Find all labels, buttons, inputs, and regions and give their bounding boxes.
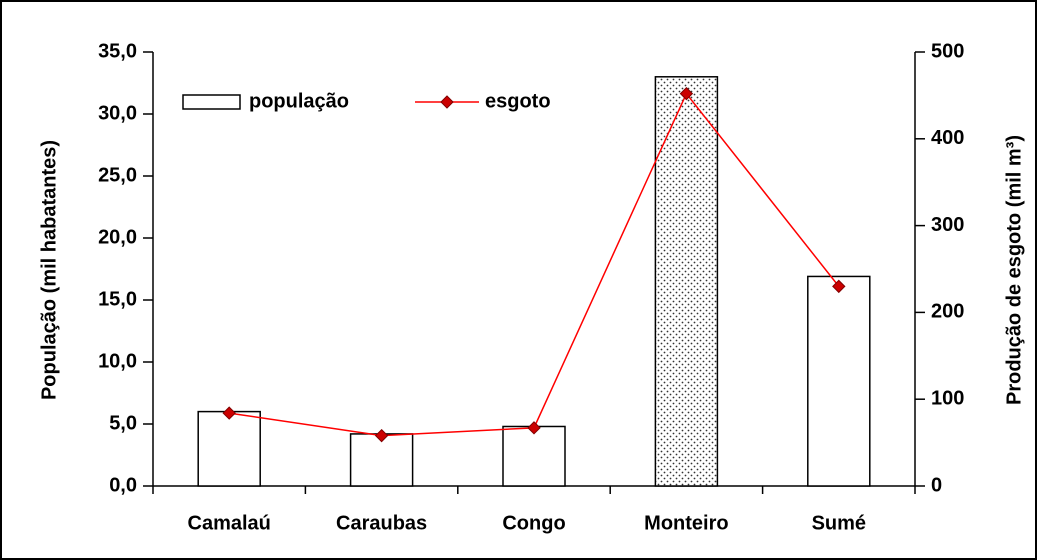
- bar: [349, 433, 414, 487]
- y2-tick-label: 300: [931, 214, 964, 236]
- bar: [197, 410, 261, 487]
- y-axis-label: População (mil habatantes): [38, 140, 60, 400]
- y2-tick-label: 500: [931, 40, 964, 62]
- x-tick-label: Camalaú: [188, 512, 271, 534]
- y-tick-label: 5,0: [109, 412, 137, 434]
- marker: [374, 428, 389, 443]
- x-tick-label: Caraubas: [336, 512, 427, 534]
- y2-tick-label: 100: [931, 387, 964, 409]
- y-tick-label: 10,0: [98, 350, 137, 372]
- y-tick-label: 0,0: [109, 474, 137, 496]
- x-tick-label: Congo: [502, 512, 565, 534]
- bar: [502, 425, 566, 487]
- marker: [527, 421, 541, 435]
- bar: [807, 275, 871, 487]
- legend-label: esgoto: [485, 90, 551, 112]
- marker: [222, 406, 236, 420]
- y-tick-label: 25,0: [98, 164, 137, 186]
- bar: [654, 76, 719, 487]
- x-tick-label: Monteiro: [644, 512, 728, 534]
- marker: [679, 86, 694, 101]
- y2-axis-label: Produção de esgoto (mil m³): [1003, 135, 1025, 405]
- y2-tick-label: 200: [931, 301, 964, 323]
- y-tick-label: 35,0: [98, 40, 137, 62]
- y2-tick-label: 400: [931, 127, 964, 149]
- y-tick-label: 20,0: [98, 226, 137, 248]
- marker: [832, 279, 846, 294]
- y2-tick-label: 0: [931, 474, 942, 496]
- legend-marker: [440, 95, 454, 109]
- y-tick-label: 15,0: [98, 288, 137, 310]
- legend-label: população: [249, 90, 349, 112]
- y-tick-label: 30,0: [98, 102, 137, 124]
- x-tick-label: Sumé: [812, 512, 866, 534]
- legend-swatch: [182, 94, 241, 110]
